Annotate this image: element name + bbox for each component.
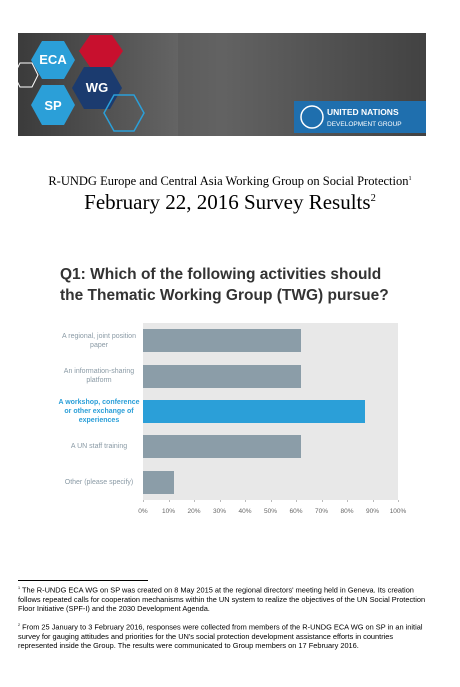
x-tick-label: 100% <box>389 508 407 515</box>
chart-title: Q1: Which of the following activities sh… <box>60 266 389 304</box>
category-label: A UN staff training <box>70 443 128 451</box>
tick-mark <box>245 500 246 502</box>
tick-mark <box>347 500 348 502</box>
tick-mark <box>372 500 374 502</box>
note-mark: 2 <box>18 623 21 627</box>
x-tick-label: 40% <box>238 508 252 515</box>
hex-label: SP <box>44 98 62 113</box>
tick-mark <box>270 500 272 502</box>
x-tick-label: 70% <box>314 508 328 515</box>
footnote-text: The R-UNDG ECA WG on SP was created on 8… <box>18 585 426 613</box>
org-name: DEVELOPMENT GROUP <box>327 121 402 128</box>
x-tick-label: 50% <box>263 508 277 515</box>
note-ref: 1 <box>408 174 412 182</box>
x-tick-label: 90% <box>365 508 379 515</box>
category-label: A regional, joint position paper <box>62 332 136 349</box>
bar <box>143 329 302 353</box>
note-ref: 2 <box>370 193 376 204</box>
tick-mark <box>398 500 399 502</box>
x-tick-label: 60% <box>289 508 303 515</box>
x-tick-label: 10% <box>161 508 175 515</box>
tick-mark <box>168 500 170 502</box>
footnote-text: From 25 January to 3 February 2016, resp… <box>18 622 423 650</box>
hex-label: WG <box>86 80 108 95</box>
footnote: 2 From 25 January to 3 February 2016, re… <box>18 621 430 650</box>
tick-mark <box>143 500 144 502</box>
org-name: UNITED NATIONS <box>327 107 399 117</box>
tick-mark <box>296 500 297 502</box>
heading: R-UNDG Europe and Central Asia Working G… <box>0 174 460 189</box>
x-tick-label: 20% <box>187 508 201 515</box>
note-mark: 1 <box>18 586 21 590</box>
tick-mark <box>194 500 195 502</box>
bar <box>143 364 302 388</box>
tick-mark <box>321 500 323 502</box>
x-tick-label: 0% <box>138 508 148 515</box>
bar <box>143 435 302 459</box>
x-tick-label: 80% <box>340 508 354 515</box>
heading-text: February 22, 2016 Survey Results <box>84 190 371 214</box>
category-label: Other (please specify) <box>64 478 134 486</box>
x-tick-label: 30% <box>212 508 226 515</box>
hex-label: ECA <box>39 52 67 67</box>
heading-text: R-UNDG Europe and Central Asia Working G… <box>48 174 409 188</box>
footnote: 1 The R-UNDG ECA WG on SP was created on… <box>18 584 430 613</box>
category-label: A workshop, conference or other exchange… <box>58 399 140 424</box>
tick-mark <box>219 500 221 502</box>
category-label: An information-sharing platform <box>63 368 135 385</box>
bar <box>143 470 174 494</box>
heading: February 22, 2016 Survey Results2 <box>0 190 460 215</box>
banner: ECA WG SP UNITED NATIONS DEVELOPMENT GRO… <box>18 33 426 136</box>
footnote-rule <box>18 580 148 581</box>
bar <box>143 400 365 423</box>
